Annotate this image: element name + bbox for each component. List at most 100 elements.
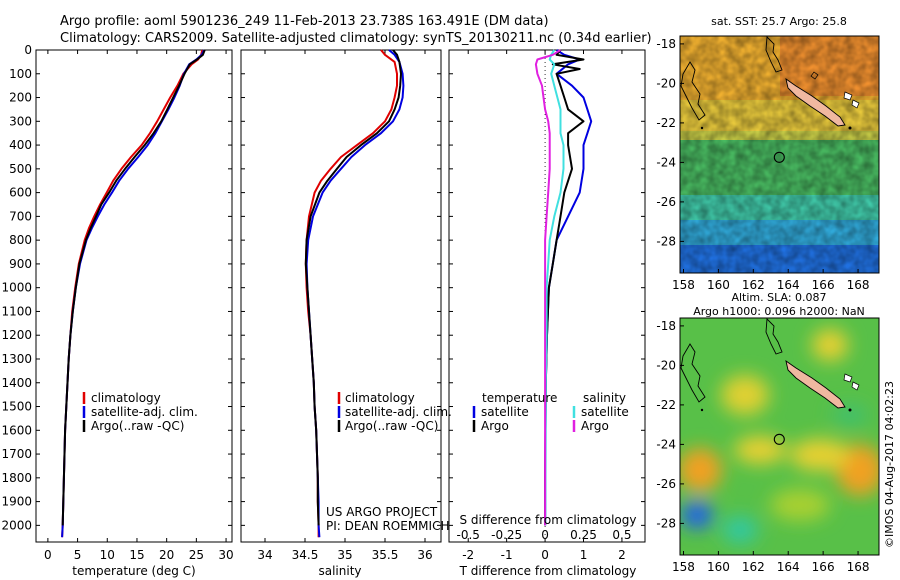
- sst-map-longitude-axis: 158 160 162 164 166 168: [672, 269, 870, 292]
- header-line-2: Climatology: CARS2009. Satellite-adjuste…: [60, 31, 652, 46]
- legend-satellite: satellite-adj. clim.: [91, 405, 198, 419]
- lat-tick-label: -22: [656, 398, 676, 412]
- lon-tick-label: 168: [847, 560, 870, 574]
- s-tick-label: 0: [541, 528, 549, 542]
- credit-pi: PI: DEAN ROEMMICH: [326, 519, 449, 533]
- depth-tick-label: 400: [9, 138, 32, 152]
- depth-tick-label: 300: [9, 114, 32, 128]
- legend-satellite: satellite-adj. clim.: [345, 405, 452, 419]
- salinity-series: [304, 49, 405, 538]
- legend-argo: Argo(..raw -QC): [91, 419, 184, 433]
- salinity-x-axis: 34 34.5 35 35.5 36: [257, 50, 433, 562]
- lat-tick-label: -20: [656, 76, 676, 90]
- temperature-legend: climatology satellite-adj. clim. Argo(..…: [82, 391, 198, 433]
- lon-tick-label: 160: [707, 560, 730, 574]
- sla-map-panel: Altim. SLA: 0.087 Argo h1000: 0.096 h200…: [656, 291, 880, 574]
- lon-tick-label: 166: [812, 278, 835, 292]
- depth-tick-label: 500: [9, 162, 32, 176]
- x-tick-label: 35.5: [372, 548, 399, 562]
- depth-tick-label: 1500: [1, 400, 32, 414]
- x-tick-label: 0: [44, 548, 52, 562]
- lat-tick-label: -26: [656, 195, 676, 209]
- x-tick-label: 5: [74, 548, 82, 562]
- s-tick-label: -0.5: [457, 528, 480, 542]
- lat-tick-label: -20: [656, 358, 676, 372]
- depth-tick-label: 900: [9, 257, 32, 271]
- x-tick-label: 25: [189, 548, 204, 562]
- x-tick-label: 20: [159, 548, 174, 562]
- difference-axes-box: [448, 49, 646, 543]
- lon-tick-label: 160: [707, 278, 730, 292]
- depth-tick-label: 700: [9, 209, 32, 223]
- s-tick-label: -0.25: [491, 528, 522, 542]
- sla-argo-position-marker: [773, 433, 785, 445]
- lat-tick-label: -28: [656, 516, 676, 530]
- lat-tick-label: -28: [656, 234, 676, 248]
- lat-tick-label: -26: [656, 477, 676, 491]
- x-tick-label: -1: [501, 548, 513, 562]
- sla-map-title: Altim. SLA: 0.087: [731, 291, 826, 304]
- lat-tick-label: -18: [656, 37, 676, 51]
- sst-map-panel: sat. SST: 25.7 Argo: 25.8 158 160 162 164 16…: [656, 15, 880, 292]
- x-tick-label: -2: [462, 548, 474, 562]
- series-line-satellite: [305, 49, 405, 538]
- x-tick-label: 2: [618, 548, 626, 562]
- difference-x-axis: -2 -0.5 -1 -0.25 0 0 1 0.25 2 0.5: [457, 50, 631, 562]
- salinity-axes-box: [240, 49, 442, 543]
- depth-tick-label: 1600: [1, 423, 32, 437]
- legend-climatology: climatology: [91, 391, 161, 405]
- legend-s-satellite: satellite: [581, 405, 629, 419]
- salinity-xlabel: salinity: [318, 564, 361, 578]
- depth-tick-label: 1200: [1, 328, 32, 342]
- difference-y-ticks: [449, 49, 645, 526]
- legend-temperature-title: temperature: [482, 391, 557, 405]
- sst-map-title: sat. SST: 25.7 Argo: 25.8: [711, 15, 847, 28]
- legend-t-satellite: satellite: [481, 405, 529, 419]
- lon-tick-label: 164: [777, 560, 800, 574]
- sst-map-latitude-axis: -18 -20 -22 -24 -26 -28: [656, 37, 684, 248]
- sla-map-subtitle: Argo h1000: 0.096 h2000: NaN: [693, 305, 865, 318]
- legend-s-argo: Argo: [581, 419, 609, 433]
- s-tick-label: 0.5: [612, 528, 631, 542]
- temperature-panel: 0100200300400500600700800900100011001200…: [1, 43, 233, 578]
- s-difference-xlabel: S difference from climatology: [460, 513, 637, 527]
- difference-legend: temperature salinity satellite Argo sate…: [472, 391, 629, 433]
- depth-tick-label: 1700: [1, 447, 32, 461]
- depth-tick-label: 1900: [1, 495, 32, 509]
- lon-tick-label: 168: [847, 278, 870, 292]
- depth-tick-label: 1100: [1, 304, 32, 318]
- salinity-legend: climatology satellite-adj. clim. Argo(..…: [337, 391, 452, 433]
- depth-tick-label: 200: [9, 91, 32, 105]
- legend-t-argo: Argo: [481, 419, 509, 433]
- series-line-satellite: [61, 49, 205, 538]
- temperature-series: [61, 49, 206, 538]
- x-tick-label: 1: [580, 548, 588, 562]
- x-tick-label: 10: [100, 548, 115, 562]
- header-line-1: Argo profile: aoml 5901236_249 11-Feb-20…: [60, 14, 549, 29]
- lon-tick-label: 162: [742, 560, 765, 574]
- sla-map-field: [680, 318, 879, 555]
- series-line-t-argo: [544, 49, 585, 526]
- difference-panel: -2 -0.5 -1 -0.25 0 0 1 0.25 2 0.5 S difference fr…: [448, 49, 646, 578]
- depth-tick-label: 1400: [1, 376, 32, 390]
- depth-tick-label: 100: [9, 67, 32, 81]
- series-line-argo: [61, 49, 206, 526]
- lon-tick-label: 164: [777, 278, 800, 292]
- credit-project: US ARGO PROJECT: [326, 505, 438, 519]
- x-tick-label: 0: [541, 548, 549, 562]
- lon-tick-label: 162: [742, 278, 765, 292]
- s-tick-label: 0.25: [570, 528, 597, 542]
- x-tick-label: 36: [417, 548, 432, 562]
- temperature-axes-box: [35, 49, 233, 543]
- lat-tick-label: -24: [656, 437, 676, 451]
- sla-map-latitude-axis: -18 -20 -22 -24 -26 -28: [656, 319, 684, 530]
- series-line-s-argo: [534, 49, 562, 526]
- lat-tick-label: -22: [656, 116, 676, 130]
- sst-argo-position-marker: [773, 151, 785, 163]
- legend-salinity-title: salinity: [583, 391, 626, 405]
- depth-axis: 0 100 200 300 400 500 600 700 800 900 1000 1100 1200…: [1, 43, 232, 532]
- x-tick-label: 35: [337, 548, 352, 562]
- depth-tick-label: 600: [9, 186, 32, 200]
- depth-tick-label: 1000: [1, 281, 32, 295]
